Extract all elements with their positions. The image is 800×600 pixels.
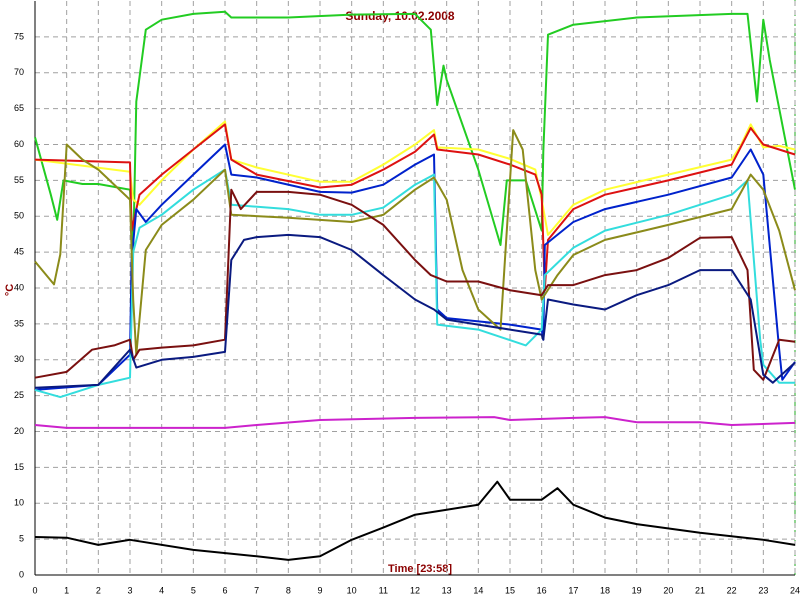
- x-tick-label: 20: [663, 585, 673, 595]
- x-tick-label: 16: [537, 585, 547, 595]
- y-tick-label: 25: [14, 390, 24, 400]
- x-tick-label: 8: [286, 585, 291, 595]
- y-tick-label: 60: [14, 139, 24, 149]
- series-line: [34, 188, 796, 381]
- series-line: [34, 10, 796, 254]
- x-tick-label: 10: [347, 585, 357, 595]
- x-tick-label: 0: [32, 585, 37, 595]
- y-tick-label: 10: [14, 498, 24, 508]
- y-tick-label: 75: [14, 31, 24, 41]
- x-tick-label: 9: [317, 585, 322, 595]
- series-line: [34, 168, 795, 399]
- x-tick-label: 5: [191, 585, 196, 595]
- y-tick-label: 35: [14, 318, 24, 328]
- y-axis-title: °C: [4, 284, 16, 296]
- series-line: [34, 123, 796, 292]
- x-tick-label: 22: [727, 585, 737, 595]
- y-tick-label: 20: [14, 426, 24, 436]
- x-tick-label: 4: [159, 585, 164, 595]
- x-tick-label: 7: [254, 585, 259, 595]
- y-tick-label: 0: [19, 569, 24, 579]
- y-tick-label: 15: [14, 462, 24, 472]
- chart-title: Sunday, 10.02.2008: [345, 9, 455, 23]
- x-tick-label: 23: [758, 585, 768, 595]
- y-tick-label: 65: [14, 103, 24, 113]
- x-tick-label: 14: [473, 585, 483, 595]
- series-line: [34, 480, 796, 561]
- x-tick-label: 11: [379, 585, 388, 595]
- series-line: [34, 416, 796, 429]
- x-tick-label: 21: [695, 585, 705, 595]
- y-tick-label: 30: [14, 354, 24, 364]
- x-tick-label: 18: [600, 585, 610, 595]
- x-tick-label: 1: [64, 585, 69, 595]
- y-tick-label: 70: [14, 67, 24, 77]
- x-axis-title: Time [23:58]: [388, 563, 452, 575]
- series-line: [34, 129, 796, 356]
- x-tick-label: 12: [410, 585, 420, 595]
- x-tick-label: 13: [442, 585, 452, 595]
- x-tick-label: 15: [505, 585, 515, 595]
- series-line: [34, 143, 796, 391]
- series-line: [34, 233, 796, 389]
- x-tick-label: 6: [222, 585, 227, 595]
- x-tick-label: 3: [127, 585, 132, 595]
- y-tick-label: 45: [14, 247, 24, 257]
- y-tick-label: 55: [14, 175, 24, 185]
- x-tick-label: 17: [568, 585, 578, 595]
- y-tick-label: 40: [14, 282, 24, 292]
- y-tick-label: 50: [14, 211, 24, 221]
- x-tick-label: 19: [632, 585, 642, 595]
- x-tick-label: 24: [790, 585, 800, 595]
- x-tick-label: 2: [96, 585, 101, 595]
- y-tick-label: 5: [19, 534, 24, 544]
